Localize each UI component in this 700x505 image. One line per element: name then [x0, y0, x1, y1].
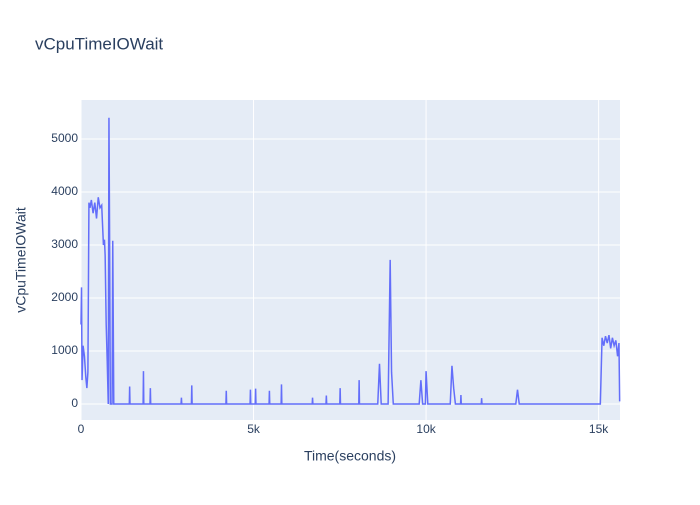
- y-axis-title: vCpuTimeIOWait: [13, 207, 29, 313]
- y-tick-label: 3000: [51, 237, 78, 251]
- data-line: [80, 117, 621, 405]
- chart-title: vCpuTimeIOWait: [35, 34, 163, 53]
- x-tick-label: 10k: [416, 422, 436, 436]
- plot-area: [81, 100, 620, 420]
- y-tick-label: 2000: [51, 290, 78, 304]
- x-axis-title: Time(seconds): [304, 448, 396, 464]
- x-tick-label: 5k: [247, 422, 261, 436]
- y-tick-label: 0: [71, 396, 78, 410]
- x-tick-label: 0: [78, 422, 85, 436]
- x-tick-label: 15k: [589, 422, 609, 436]
- y-tick-label: 5000: [51, 131, 78, 145]
- y-tick-label: 4000: [51, 184, 78, 198]
- y-tick-label: 1000: [51, 343, 78, 357]
